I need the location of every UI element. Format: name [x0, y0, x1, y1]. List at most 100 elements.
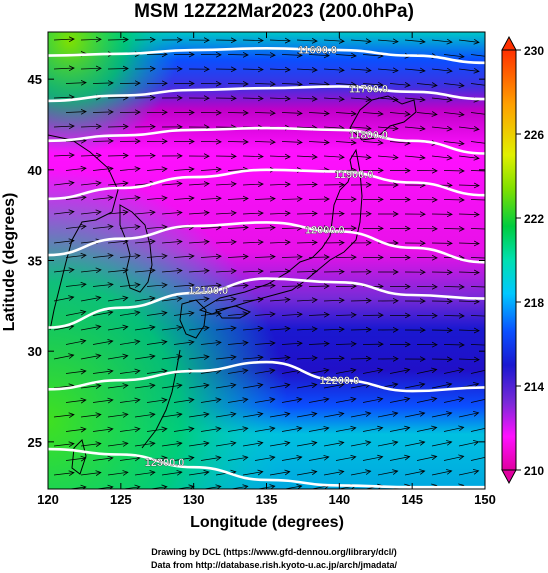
wind-arrow [377, 156, 398, 158]
wind-arrow [65, 458, 86, 461]
wind-arrow [431, 156, 452, 158]
wind-arrow [53, 386, 74, 388]
wind-arrow [362, 113, 383, 115]
y-tick-label: 30 [28, 344, 42, 359]
wind-arrow [119, 371, 140, 374]
wind-arrow [92, 284, 113, 286]
wind-arrow [227, 113, 248, 114]
wind-arrow [119, 312, 140, 315]
wind-arrow [254, 257, 275, 258]
wind-arrow [470, 199, 485, 201]
wind-arrow [92, 429, 113, 432]
wind-arrow [350, 471, 371, 476]
wind-arrow [188, 472, 209, 475]
wind-arrow [350, 359, 371, 360]
wind-arrow [443, 84, 464, 86]
wind-arrow [80, 126, 101, 127]
x-tick-label: 135 [256, 492, 278, 507]
wind-arrow [173, 429, 194, 432]
wind-arrow [350, 40, 371, 42]
wind-arrow [470, 112, 485, 115]
wind-arrow [242, 414, 263, 418]
wind-arrow [80, 386, 101, 389]
wind-arrow [458, 359, 479, 360]
wind-arrow [470, 286, 485, 288]
wind-arrow [53, 68, 74, 69]
wind-arrow [458, 330, 479, 331]
wind-arrow [254, 428, 275, 432]
height-contours: 11600.0 11700.0 11800.0 11900.0 12000.0 12100… [48, 44, 485, 489]
wind-arrow [92, 83, 113, 84]
wind-arrow [92, 226, 113, 228]
wind-arrow [215, 184, 236, 185]
wind-arrow [173, 256, 194, 258]
wind-arrow [323, 413, 344, 418]
wind-arrow [281, 343, 302, 344]
wind-arrow [146, 458, 167, 461]
wind-arrow [308, 370, 329, 374]
wind-arrow [200, 399, 221, 402]
wind-arrow [362, 55, 383, 57]
wind-arrow [134, 212, 155, 214]
wind-arrow [269, 443, 290, 447]
wind-arrow [65, 429, 86, 432]
wind-arrow [161, 414, 182, 417]
wind-arrow [146, 169, 167, 171]
colorbar: 210 214 218 222 226 230 [501, 35, 544, 485]
wind-arrow [134, 385, 155, 388]
wind-arrow [470, 54, 485, 57]
wind-arrow [53, 97, 74, 98]
wind-arrow [242, 385, 263, 389]
wind-arrow [107, 327, 128, 331]
wind-arrow [416, 113, 437, 115]
wind-arrow [107, 40, 128, 41]
wind-arrow [146, 429, 167, 432]
wind-arrow [269, 414, 290, 418]
wind-arrow [362, 370, 383, 374]
wind-arrow [148, 487, 167, 489]
wind-arrow [200, 313, 221, 315]
wind-arrow [254, 343, 275, 345]
china-coastline [48, 134, 119, 331]
wind-arrow [254, 457, 275, 461]
wind-arrow [470, 228, 485, 230]
wind-arrow [92, 141, 113, 142]
wind-arrow [161, 472, 182, 475]
wind-arrow [308, 428, 329, 432]
wind-arrow [254, 286, 275, 287]
colorbar-tick-label: 218 [524, 296, 544, 310]
wind-arrow [53, 444, 74, 446]
wind-arrow [53, 415, 74, 417]
taiwan-coastline [71, 439, 87, 475]
height-contour-line [48, 360, 485, 393]
wind-arrow [188, 271, 209, 272]
wind-arrow [323, 98, 344, 99]
wind-arrow [269, 156, 290, 157]
wind-arrow [404, 98, 425, 100]
wind-arrow [323, 40, 344, 41]
wind-arrow [134, 327, 155, 330]
wind-arrow [377, 413, 398, 418]
wind-arrow [323, 329, 344, 330]
credit-drawing: Drawing by DCL (https://www.gfd-dennou.o… [151, 547, 397, 557]
wind-arrow [458, 272, 479, 273]
wind-arrow [389, 113, 410, 115]
wind-arrow [389, 399, 410, 403]
x-tick-label: 150 [474, 492, 496, 507]
wind-arrow [431, 384, 452, 389]
wind-arrow [119, 341, 140, 344]
wind-arrow [254, 84, 275, 85]
wind-arrow [350, 69, 371, 71]
wind-arrow [362, 457, 383, 461]
wind-arrow [443, 142, 464, 144]
wind-arrow [227, 142, 248, 143]
wind-arrow [458, 127, 479, 129]
wind-arrow [65, 371, 86, 374]
wind-arrow [53, 355, 74, 360]
wind-arrow [308, 344, 329, 345]
wind-arrow [188, 213, 209, 214]
wind-arrow [416, 427, 437, 432]
wind-arrow [146, 227, 167, 229]
wind-arrow [404, 384, 425, 389]
wind-arrow [443, 113, 464, 115]
